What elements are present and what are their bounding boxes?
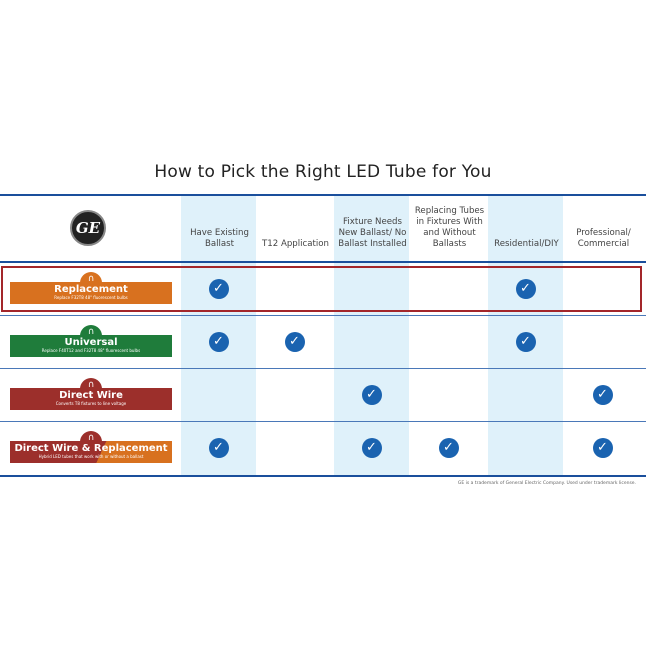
check-icon: ✓: [592, 385, 613, 405]
product-name: Universal: [64, 337, 118, 348]
product-badge: ∩ Universal Replace F40T12 and F32T8 48" f…: [10, 325, 172, 357]
product-description: Replace F40T12 and F32T8 48" fluorescent…: [41, 348, 141, 353]
check-icon: ✓: [208, 438, 229, 458]
tube-icon: ∩: [80, 431, 102, 447]
product-name: Direct Wire & Replacement: [14, 443, 168, 454]
row-rule: [0, 368, 646, 369]
check-icon: ✓: [438, 438, 459, 458]
column-header: Fixture Needs New Ballast/ No Ballast In…: [338, 217, 407, 249]
tube-icon: ∩: [80, 272, 102, 288]
highlight-box: [1, 266, 642, 312]
top-rule: [0, 194, 646, 196]
check-icon: ✓: [208, 279, 229, 299]
check-icon: ✓: [515, 332, 536, 352]
check-icon: ✓: [592, 438, 613, 458]
ge-logo: GE: [70, 210, 106, 246]
product-name: Direct Wire: [59, 390, 123, 401]
column-header: T12 Application: [262, 239, 329, 249]
product-badge: ∩ Direct Wire & Replacement Hybrid LED tub…: [10, 431, 172, 463]
column-header: Residential/DIY: [494, 239, 559, 249]
check-icon: ✓: [361, 438, 382, 458]
product-description: Converts T8 fixtures to line voltage: [55, 401, 127, 406]
bottom-rule: [0, 475, 646, 477]
check-icon: ✓: [208, 332, 229, 352]
product-name: Replacement: [54, 284, 128, 295]
page-title: How to Pick the Right LED Tube for You: [154, 162, 492, 182]
column-header: Professional/ Commercial: [576, 228, 631, 249]
product-badge: ∩ Replacement Replace F32T8 48" fluorescen…: [10, 272, 172, 304]
row-rule: [0, 421, 646, 422]
check-icon: ✓: [515, 279, 536, 299]
check-icon: ✓: [361, 385, 382, 405]
product-description: Hybrid LED tubes that work with or witho…: [38, 454, 144, 459]
product-description: Replace F32T8 48" fluorescent bulbs: [54, 295, 128, 300]
check-icon: ✓: [284, 332, 305, 352]
column-shade: [334, 196, 409, 476]
tube-icon: ∩: [80, 378, 102, 394]
product-badge: ∩ Direct Wire Converts T8 fixtures to line…: [10, 378, 172, 410]
footnote: GE is a trademark of General Electric Co…: [457, 481, 636, 486]
tube-icon: ∩: [80, 325, 102, 341]
header-rule: [0, 261, 646, 263]
column-header: Have Existing Ballast: [190, 228, 249, 249]
row-rule: [0, 315, 646, 316]
column-header: Replacing Tubes in Fixtures With and Wit…: [414, 206, 485, 249]
